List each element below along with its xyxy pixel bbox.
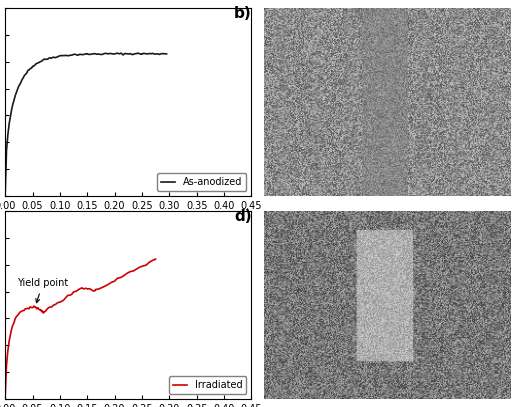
Text: Yield point: Yield point <box>17 278 68 303</box>
Text: b): b) <box>234 6 252 21</box>
Text: d): d) <box>234 209 252 224</box>
Legend: As-anodized: As-anodized <box>157 173 247 191</box>
X-axis label: Engineering Strain: Engineering Strain <box>70 217 186 226</box>
Legend: Irradiated: Irradiated <box>169 376 247 394</box>
